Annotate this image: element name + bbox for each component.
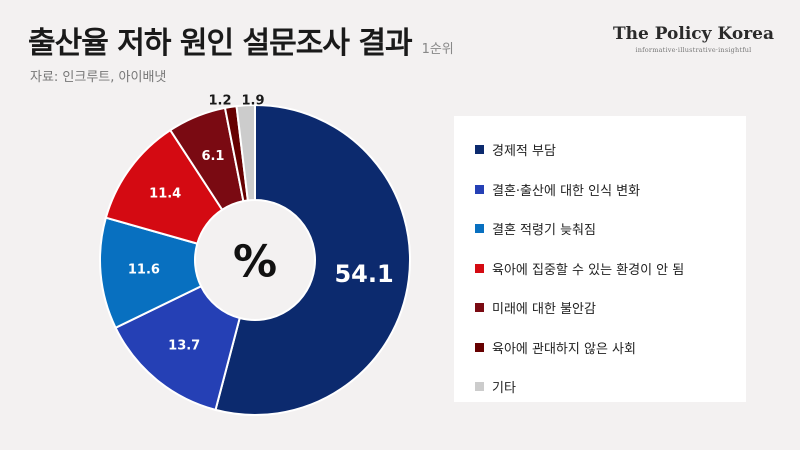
slice-label-1: 54.1 <box>334 260 393 288</box>
brand-name: The Policy Korea <box>612 24 774 44</box>
legend-swatch <box>475 342 484 352</box>
legend-label: 미래에 대한 불안감 <box>492 302 596 318</box>
legend-item-2: 결혼·출산에 대한 인식 변화 <box>475 170 746 210</box>
brand-tagline: informative·illustrative·insightful <box>635 46 752 54</box>
slice-label-2: 13.7 <box>168 339 200 354</box>
legend-swatch <box>475 145 484 155</box>
legend-swatch <box>475 263 484 273</box>
legend-swatch <box>475 184 484 194</box>
legend-label: 육아에 집중할 수 있는 환경이 안 됨 <box>492 262 685 278</box>
legend-label: 결혼·출산에 대한 인식 변화 <box>492 183 641 199</box>
slice-label-3: 11.6 <box>128 262 160 277</box>
legend-item-5: 미래에 대한 불안감 <box>475 288 746 328</box>
legend-item-4: 육아에 집중할 수 있는 환경이 안 됨 <box>475 249 746 289</box>
legend-label: 경제적 부담 <box>492 144 556 160</box>
slice-1 <box>214 103 411 416</box>
title-note: 1순위 <box>421 42 454 57</box>
legend-label: 결혼 적령기 늦춰짐 <box>492 223 596 239</box>
legend-item-7: 기타 <box>475 367 746 407</box>
brand-logo: The Policy Korea informative·illustrativ… <box>613 24 774 54</box>
legend-item-1: 경제적 부담 <box>475 130 746 170</box>
legend-item-6: 육아에 관대하지 않은 사회 <box>475 328 746 368</box>
center-label: % <box>233 237 277 288</box>
legend-swatch <box>475 303 484 313</box>
source-text: 자료: 인크루트, 아이배냇 <box>30 70 167 85</box>
title-row: 출산율 저하 원인 설문조사 결과 1순위 <box>28 18 454 62</box>
legend-swatch <box>475 382 484 392</box>
chart-title: 출산율 저하 원인 설문조사 결과 <box>28 26 413 61</box>
legend-label: 육아에 관대하지 않은 사회 <box>492 341 636 357</box>
legend-swatch <box>475 224 484 234</box>
legend-item-3: 결혼 적령기 늦춰짐 <box>475 209 746 249</box>
slice-label-5: 6.1 <box>201 149 224 164</box>
slice-label-7: 1.9 <box>241 94 264 109</box>
legend-label: 기타 <box>492 381 516 397</box>
slice-label-4: 11.4 <box>149 186 181 201</box>
slice-label-6: 1.2 <box>208 94 231 109</box>
slice-7 <box>235 103 256 202</box>
